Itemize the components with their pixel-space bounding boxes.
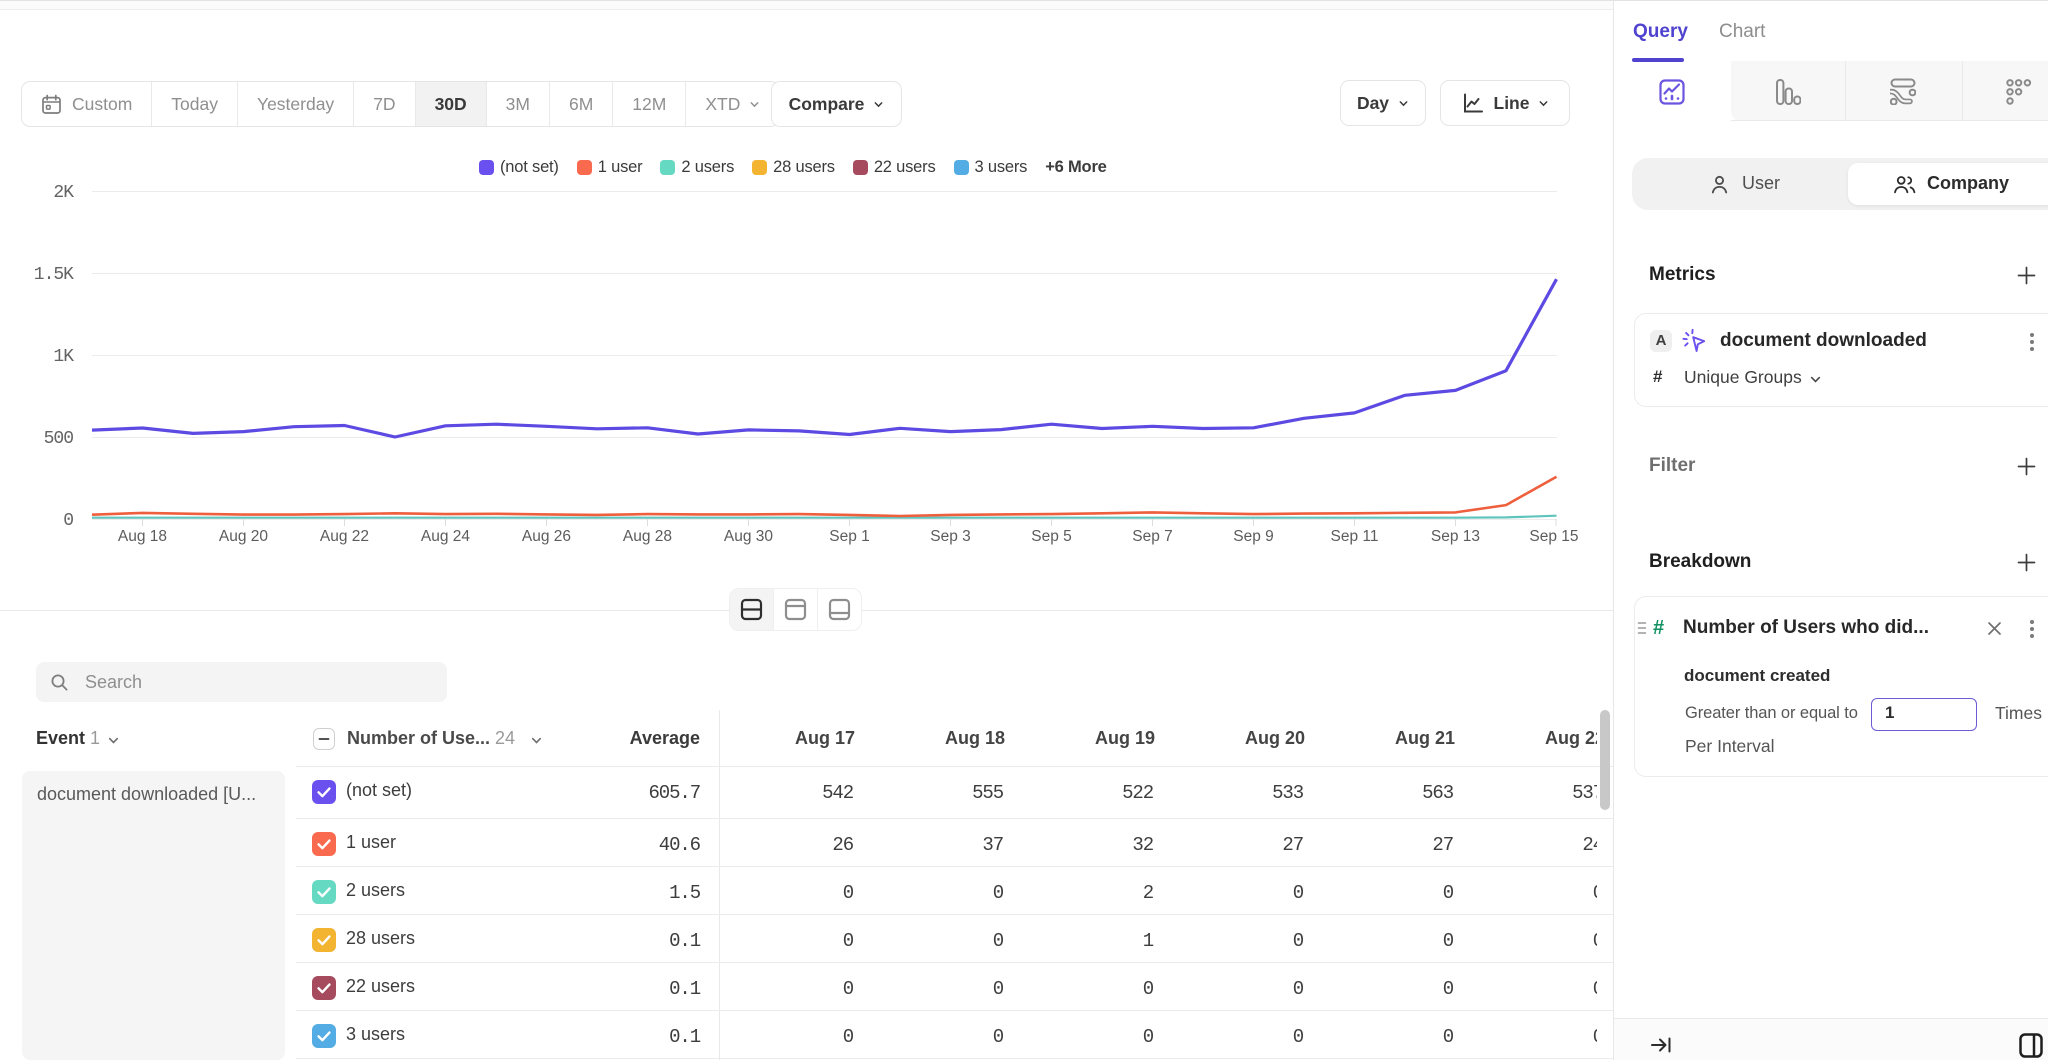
svg-text:Sep 15: Sep 15 (1529, 528, 1578, 545)
svg-text:Sep 13: Sep 13 (1431, 528, 1480, 545)
svg-text:500: 500 (44, 429, 74, 449)
svg-text:Aug 18: Aug 18 (118, 528, 167, 545)
svg-text:Sep 1: Sep 1 (829, 528, 870, 545)
svg-text:Sep 7: Sep 7 (1132, 528, 1173, 545)
svg-text:0: 0 (63, 511, 73, 531)
svg-text:2K: 2K (53, 183, 74, 203)
svg-text:1K: 1K (53, 347, 74, 367)
svg-text:Aug 24: Aug 24 (421, 528, 471, 545)
svg-text:Aug 30: Aug 30 (724, 528, 774, 545)
svg-text:Sep 11: Sep 11 (1331, 528, 1379, 545)
svg-text:1.5K: 1.5K (34, 265, 74, 285)
svg-text:Aug 22: Aug 22 (320, 528, 369, 545)
svg-text:Sep 3: Sep 3 (930, 528, 971, 545)
svg-text:Sep 5: Sep 5 (1031, 528, 1072, 545)
svg-text:Aug 28: Aug 28 (623, 528, 672, 545)
svg-text:Sep 9: Sep 9 (1233, 528, 1274, 545)
svg-text:Aug 20: Aug 20 (219, 528, 269, 545)
svg-text:Aug 26: Aug 26 (522, 528, 571, 545)
